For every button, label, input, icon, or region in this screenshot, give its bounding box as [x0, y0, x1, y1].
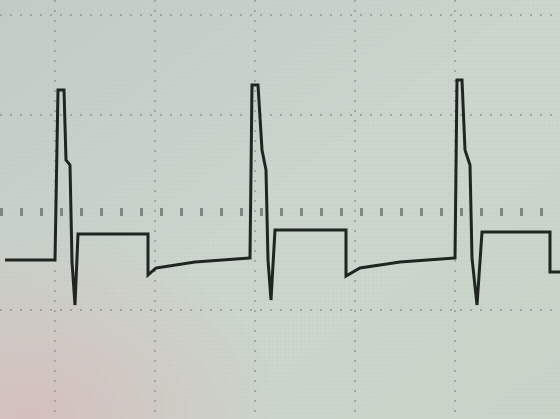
page: Oscilloscope trace {} html, body { margi… [0, 0, 560, 419]
body [0, 0, 560, 419]
oscilloscope-photo [0, 0, 560, 419]
